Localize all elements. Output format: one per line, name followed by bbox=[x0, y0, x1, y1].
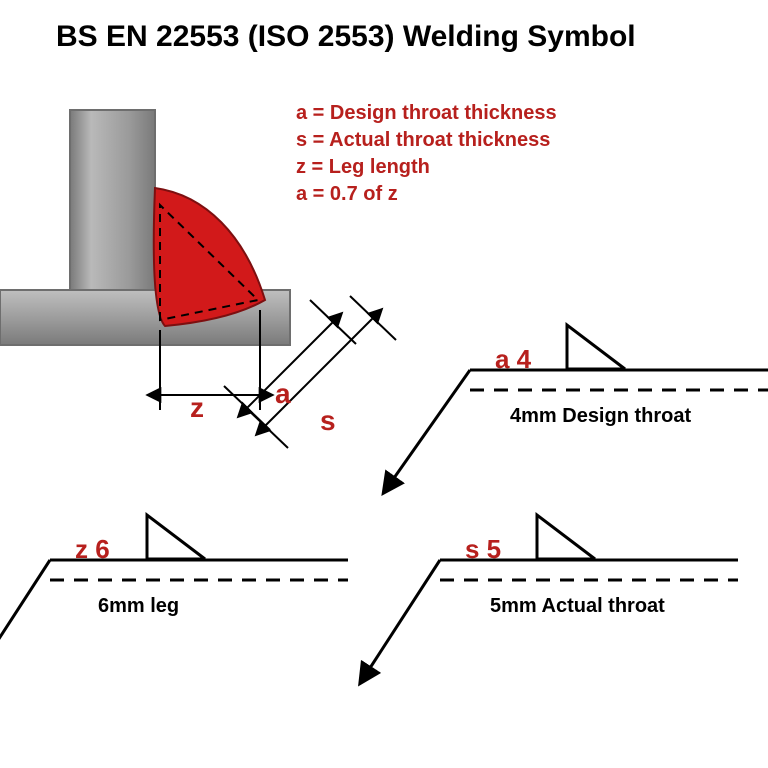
desc-s5: 5mm Actual throat bbox=[490, 595, 665, 618]
code-a4: a 4 bbox=[495, 344, 531, 375]
desc-a4: 4mm Design throat bbox=[510, 405, 691, 428]
diagram-canvas: BS EN 22553 (ISO 2553) Welding Symbol a … bbox=[0, 0, 768, 768]
code-s5: s 5 bbox=[465, 534, 501, 565]
desc-z6: 6mm leg bbox=[98, 595, 179, 618]
dim-a-label: a bbox=[275, 378, 291, 410]
dim-z-label: z bbox=[190, 392, 204, 424]
dim-s-label: s bbox=[320, 405, 336, 437]
code-z6: z 6 bbox=[75, 534, 110, 565]
diagram-svg bbox=[0, 0, 768, 768]
